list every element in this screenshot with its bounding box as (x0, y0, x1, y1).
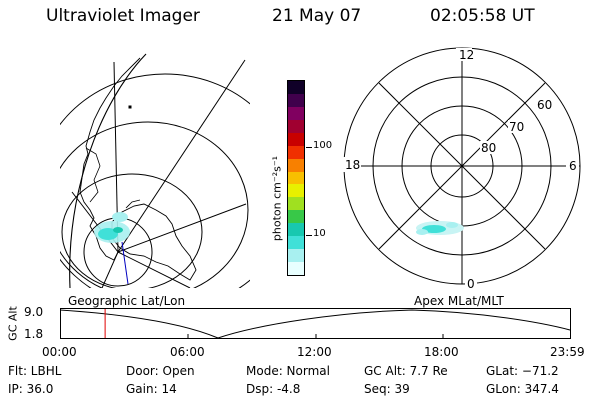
colorbar-segment (288, 158, 304, 172)
door-readout: Door: Open (126, 364, 195, 378)
coastline (125, 199, 141, 209)
meridian-line (117, 251, 191, 288)
glon-readout: GLon: 347.4 (486, 382, 559, 396)
glat-readout: GLat: −71.2 (486, 364, 559, 378)
timeline-x-ticks (187, 334, 444, 339)
mode-readout: Mode: Normal (246, 364, 330, 378)
aurora-emission-polar (416, 221, 464, 235)
lat-label-60: 60 (537, 98, 552, 112)
dsp-readout: Dsp: -4.8 (246, 382, 301, 396)
color-scale-bar (287, 80, 305, 276)
colorbar-tick-label: 10 (313, 228, 326, 239)
lat-label-80: 80 (481, 141, 496, 155)
mlt-label-12: 12 (459, 48, 474, 62)
polar-mlt-panel: 12 18 6 0 60 70 80 (343, 47, 581, 291)
colorbar-segment (288, 145, 304, 159)
timeline-x-tick: 00:00 (42, 345, 77, 359)
mlt-label-6: 6 (569, 159, 577, 173)
apex-panel-label: Apex MLat/MLT (414, 294, 504, 308)
lat-label-70: 70 (509, 120, 524, 134)
colorbar-tick-label: 100 (313, 140, 333, 151)
coastline (85, 147, 101, 203)
colorbar-segment (288, 80, 304, 94)
colorbar-segment (288, 262, 304, 275)
mlt-diagonal-line (378, 82, 546, 250)
island-marker (128, 105, 132, 109)
latitude-circle (61, 173, 203, 288)
meridian-line (117, 203, 247, 253)
meridian-line (117, 59, 246, 253)
timeline-x-tick: 18:00 (424, 345, 459, 359)
geographic-panel-label: Geographic Lat/Lon (68, 294, 186, 308)
colorbar-segment (288, 119, 304, 133)
colorbar-segment (288, 93, 304, 107)
footprint-line (121, 241, 129, 285)
timeline-y-label: GC Alt (6, 306, 20, 341)
altitude-timeline-plot (60, 308, 571, 339)
colorbar-segment (288, 249, 304, 263)
time-readout: 02:05:58 UT (430, 6, 535, 26)
colorbar-segment (288, 106, 304, 120)
antarctica-outline (111, 203, 197, 281)
colorbar-segment (288, 184, 304, 198)
filter-readout: Flt: LBHL (8, 364, 62, 378)
ip-readout: IP: 36.0 (8, 382, 54, 396)
gain-readout: Gain: 14 (126, 382, 177, 396)
coastline (79, 57, 141, 261)
geographic-map-panel (60, 53, 250, 288)
timeline-y-tick: 9.0 (24, 305, 44, 319)
gc-alt-readout: GC Alt: 7.7 Re (364, 364, 448, 378)
colorbar-unit-label: photon cm⁻²s⁻¹ (270, 155, 284, 242)
colorbar-tick (306, 147, 312, 148)
colorbar-segment (288, 210, 304, 224)
colorbar-segment (288, 197, 304, 211)
mlt-label-0: 0 (467, 277, 475, 291)
timeline-x-tick: 06:00 (170, 345, 205, 359)
latitude-circle (60, 121, 249, 288)
altitude-curve (60, 309, 571, 339)
app-title: Ultraviolet Imager (46, 6, 200, 26)
colorbar-segment (288, 236, 304, 250)
colorbar-segment (288, 223, 304, 237)
mlt-label-18: 18 (345, 158, 360, 172)
timeline-y-tick: 1.8 (24, 327, 44, 341)
timeline-x-tick: 23:59 (550, 345, 585, 359)
colorbar-segment (288, 132, 304, 146)
aurora-emission-geo (94, 212, 130, 243)
earth-limb (69, 53, 147, 288)
sequence-readout: Seq: 39 (364, 382, 410, 396)
latitude-circle (60, 73, 250, 288)
colorbar-segment (288, 171, 304, 185)
timeline-x-tick: 12:00 (297, 345, 332, 359)
date-readout: 21 May 07 (272, 6, 362, 26)
colorbar-tick (306, 235, 312, 236)
